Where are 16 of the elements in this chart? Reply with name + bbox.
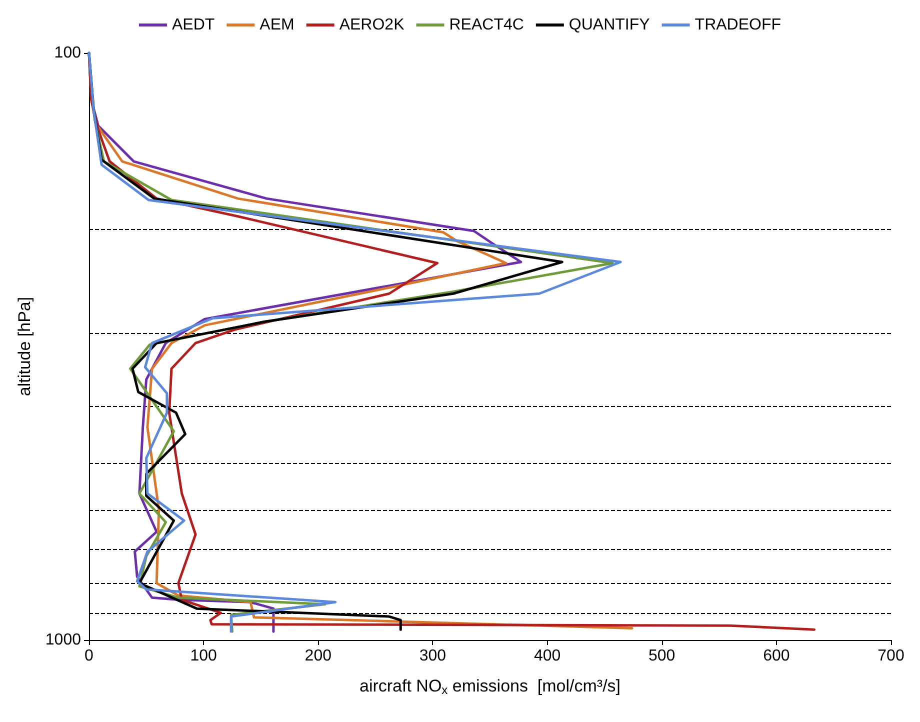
y-axis-title: altitude [hPa] (15, 296, 34, 396)
legend-label: AEM (260, 16, 294, 34)
x-tick-label: 700 (878, 648, 904, 664)
legend-label: AEDT (172, 16, 215, 34)
x-tick-label: 400 (534, 648, 561, 664)
legend-label: AERO2K (339, 16, 405, 34)
x-tick-label: 200 (304, 648, 332, 664)
x-tick-label: 500 (648, 648, 676, 664)
y-tick-label: 1000 (45, 632, 82, 648)
x-tick-label: 300 (419, 648, 446, 664)
x-tick-label: 0 (84, 648, 94, 664)
x-tick-label: 100 (190, 648, 218, 664)
legend-label: QUANTIFY (568, 16, 650, 34)
legend-label: REACT4C (449, 16, 524, 34)
x-tick-label: 600 (763, 648, 790, 664)
legend-label: TRADEOFF (694, 16, 782, 34)
